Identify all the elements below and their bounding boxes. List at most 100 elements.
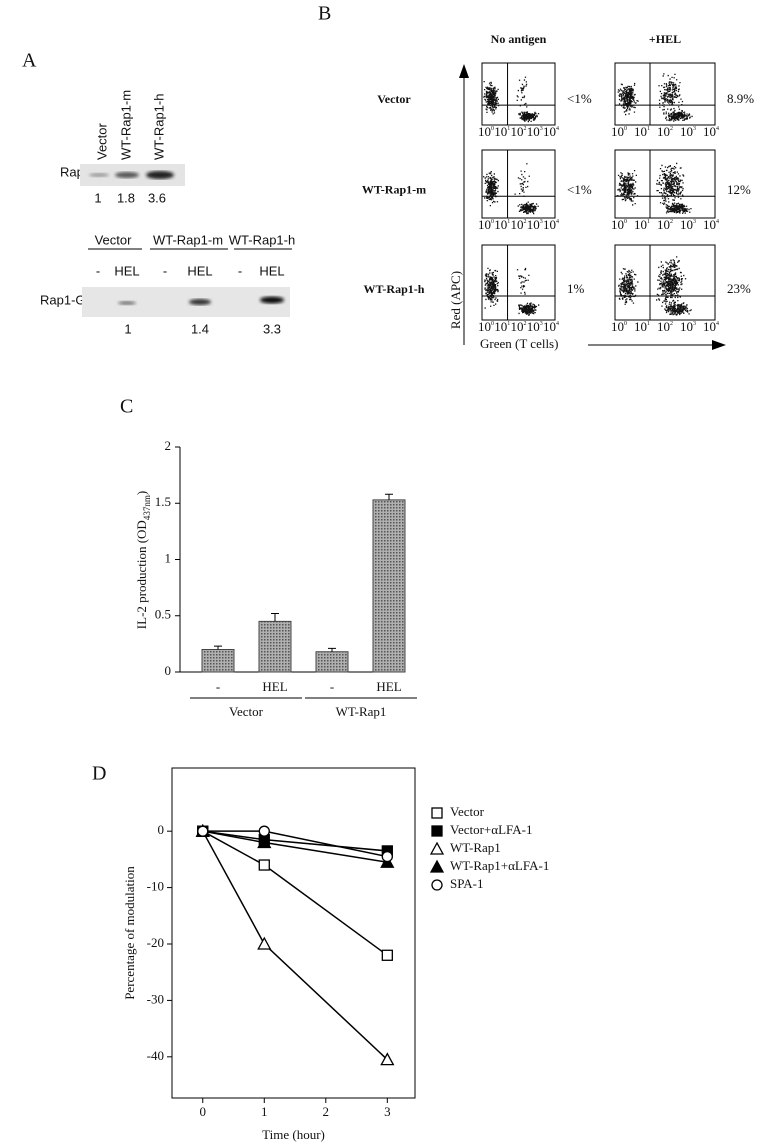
flow-plot [481,244,556,321]
tick-base: 10 [703,217,716,232]
tick-base: 10 [511,124,524,139]
legend-marker [431,825,443,837]
tick-exponent: 0 [624,219,627,225]
lane-label: WT-Rap1-h [151,94,166,160]
flow-dots [483,76,540,123]
flow-tick-label: 102 [657,217,673,232]
marker [258,859,270,871]
tick-exponent: 3 [540,126,543,132]
flow-tick-label: 101 [494,319,510,334]
group-label: Vector [229,704,264,719]
flow-tick-label: 103 [680,124,696,139]
tick-base: 10 [543,217,556,232]
legend-marker [431,807,443,819]
tick-exponent: 2 [670,219,673,225]
tick-exponent: 1 [647,321,650,327]
tick-base: 10 [478,124,491,139]
tick-exponent: 4 [716,321,719,327]
flow-plot [481,149,556,219]
series-line [202,830,388,956]
y-tick-label: 0 [165,663,172,678]
tick-base: 10 [494,319,507,334]
tick-exponent: 4 [556,321,559,327]
bar [372,499,406,673]
y-axis-label: Percentage of modulation [122,866,137,1000]
legend-marker [429,841,445,855]
tick-exponent: 1 [507,126,510,132]
y-tick-label: -30 [147,991,164,1006]
panel-label: C [120,396,133,418]
row-label: Vector [377,92,411,106]
quantification: 1 [124,321,131,336]
tick-exponent: 2 [670,126,673,132]
band [260,296,284,304]
flow-plot [614,244,716,321]
tick-base: 10 [543,319,556,334]
panel-label: A [22,50,37,72]
tick-exponent: 0 [491,126,494,132]
flow-dots [617,73,693,122]
flow-tick-label: 101 [494,124,510,139]
flow-tick-label: 104 [543,319,559,334]
flow-tick-label: 104 [703,124,719,139]
flow-dots [484,267,540,316]
treatment-label: - [238,263,242,278]
flow-tick-label: 100 [478,124,494,139]
band [115,172,139,178]
flow-tick-label: 101 [494,217,510,232]
lane-label: WT-Rap1-m [118,90,133,160]
tick-exponent: 2 [524,219,527,225]
treatment-label: HEL [259,263,284,278]
percentage: 8.9% [727,91,754,106]
legend-label: Vector [450,804,485,819]
tick-base: 10 [527,319,540,334]
bar [315,651,349,673]
lane-label: Vector [94,122,109,160]
treatment-label: - [163,263,167,278]
flow-tick-label: 102 [657,124,673,139]
tick-exponent: 3 [540,219,543,225]
flow-tick-label: 102 [511,217,527,232]
flow-tick-label: 103 [527,124,543,139]
flow-tick-label: 102 [511,319,527,334]
x-tick-label: HEL [376,679,401,694]
tick-base: 10 [527,217,540,232]
flow-tick-label: 101 [634,217,650,232]
y-axis-label: IL-2 production (OD437nm) [134,491,152,629]
group-label: WT-Rap1-m [153,232,223,247]
flow-tick-label: 100 [478,319,494,334]
tick-exponent: 3 [540,321,543,327]
tick-base: 10 [527,124,540,139]
tick-base: 10 [680,124,693,139]
band [189,299,211,305]
series-line [202,830,388,1061]
flow-tick-label: 101 [634,124,650,139]
x-tick-label: 3 [384,1104,391,1119]
tick-exponent: 4 [556,126,559,132]
error-bar [214,645,222,650]
tick-exponent: 3 [693,321,696,327]
y-axis-label-text: IL-2 production (OD [134,520,149,629]
flow-plot [614,149,716,219]
tick-base: 10 [703,124,716,139]
x-tick-label: - [216,679,220,694]
quantification: 1.8 [117,190,135,205]
bar [201,649,235,673]
x-tick-label: HEL [262,679,287,694]
flow-tick-label: 104 [543,124,559,139]
y-tick-label: -40 [147,1048,164,1063]
legend-label: Vector+αLFA-1 [450,822,533,837]
percentage: <1% [567,91,592,106]
flow-tick-label: 104 [543,217,559,232]
band [89,173,109,177]
flow-tick-label: 103 [680,217,696,232]
error-bar [328,647,336,652]
tick-base: 10 [494,124,507,139]
flow-plot [481,62,556,126]
quantification: 1 [94,190,101,205]
tick-base: 10 [703,319,716,334]
flow-tick-label: 100 [611,319,627,334]
tick-exponent: 4 [716,126,719,132]
marker [257,835,272,849]
bar [258,620,292,673]
